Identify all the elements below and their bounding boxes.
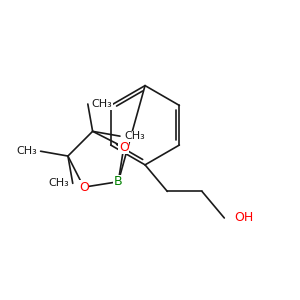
Text: CH₃: CH₃ [16, 146, 37, 156]
Text: OH: OH [234, 212, 254, 224]
Text: O: O [119, 141, 129, 154]
Text: CH₃: CH₃ [92, 99, 112, 109]
Text: CH₃: CH₃ [48, 178, 69, 188]
Text: O: O [79, 181, 89, 194]
Text: B: B [114, 175, 123, 188]
Text: CH₃: CH₃ [124, 131, 145, 141]
